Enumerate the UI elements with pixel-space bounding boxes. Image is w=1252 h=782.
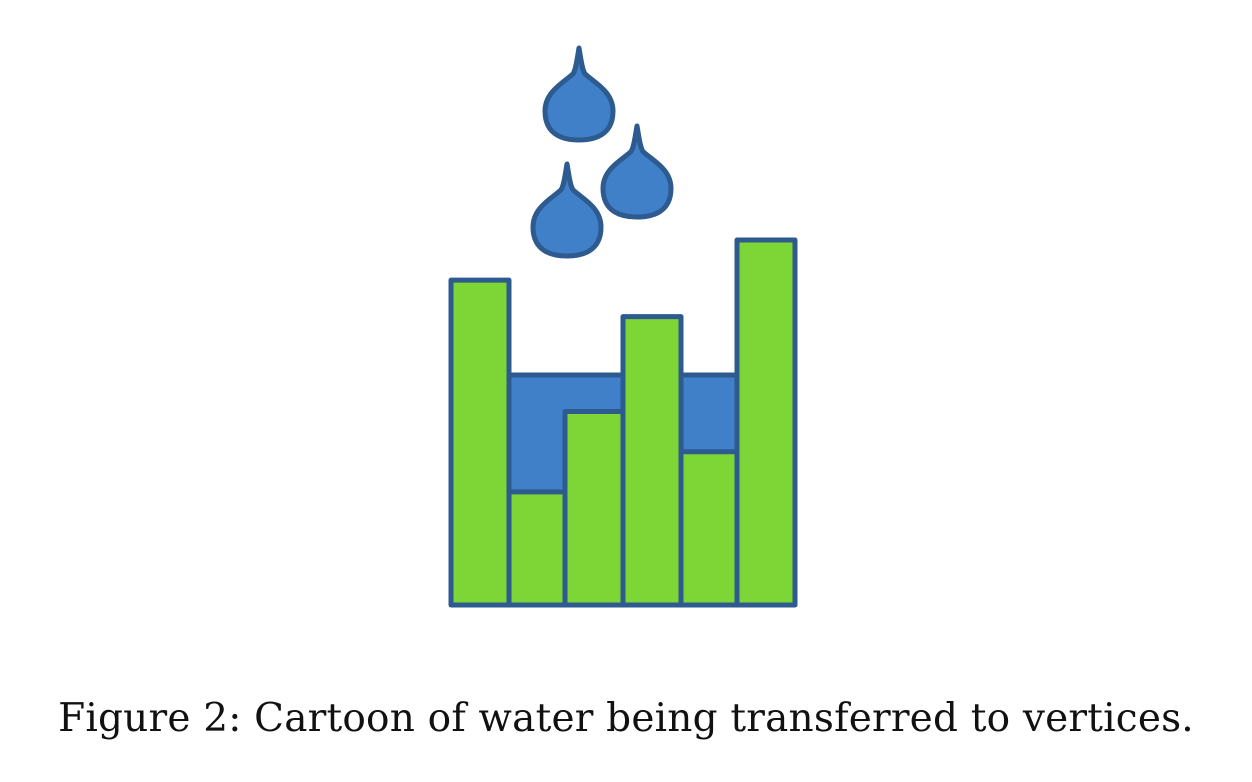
drops-layer bbox=[530, 45, 674, 259]
water-drop-right bbox=[600, 123, 674, 220]
water-drop-left bbox=[530, 161, 604, 259]
bar-6 bbox=[734, 237, 798, 608]
bar-1 bbox=[448, 277, 512, 608]
bar-5 bbox=[678, 449, 740, 608]
bars-layer bbox=[448, 237, 798, 608]
figure-caption: Figure 2: Cartoon of water being transfe… bbox=[58, 696, 1194, 741]
bar-2 bbox=[506, 489, 568, 608]
bar-3 bbox=[562, 409, 626, 608]
bar-4 bbox=[620, 314, 684, 608]
water-drop-top bbox=[542, 45, 616, 143]
water-bars-diagram bbox=[448, 45, 798, 608]
